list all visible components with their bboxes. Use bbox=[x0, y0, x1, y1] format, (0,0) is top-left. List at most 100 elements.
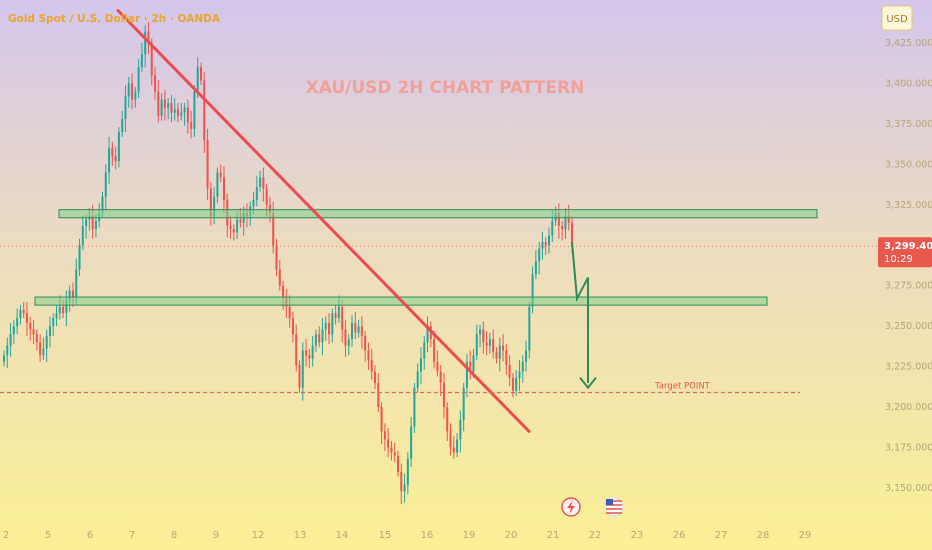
candle bbox=[219, 164, 222, 183]
candle bbox=[406, 452, 409, 495]
candle bbox=[176, 102, 180, 123]
candle-body bbox=[419, 358, 422, 372]
candle-body bbox=[42, 348, 45, 356]
candle-body bbox=[357, 326, 360, 333]
candle-body bbox=[167, 102, 170, 108]
x-tick-label: 13 bbox=[294, 530, 307, 541]
candle bbox=[498, 337, 501, 372]
candle-body bbox=[252, 199, 255, 207]
candle bbox=[170, 94, 173, 123]
candle bbox=[485, 331, 488, 356]
candle bbox=[318, 326, 321, 348]
candle-body bbox=[436, 361, 439, 372]
us-flag-icon[interactable] bbox=[604, 497, 624, 517]
candle-body bbox=[186, 107, 189, 123]
symbol-label: Gold Spot / U.S. Dollar · 2h · OANDA bbox=[8, 13, 221, 25]
candle-body bbox=[91, 216, 94, 230]
candle-body bbox=[163, 99, 166, 108]
candle-body bbox=[479, 329, 482, 335]
candle bbox=[396, 450, 400, 477]
candle bbox=[35, 329, 38, 351]
candle-body bbox=[373, 371, 377, 383]
candle-body bbox=[390, 447, 393, 453]
candle-body bbox=[75, 269, 78, 298]
current-price-value: 3,299.405 bbox=[884, 241, 932, 252]
y-tick-label: 3,150.000 bbox=[885, 483, 932, 494]
candle-body bbox=[144, 31, 147, 55]
x-tick-label: 12 bbox=[252, 530, 265, 541]
candle bbox=[419, 347, 422, 385]
candle-body bbox=[193, 91, 196, 129]
candle-body bbox=[137, 67, 140, 92]
candle-body bbox=[502, 345, 505, 351]
candle-body bbox=[449, 431, 452, 448]
projection-path[interactable] bbox=[571, 242, 589, 383]
candle-body bbox=[557, 212, 560, 226]
candle-body bbox=[35, 334, 38, 343]
candle bbox=[12, 319, 15, 344]
x-tick-label: 19 bbox=[463, 530, 476, 541]
candle bbox=[262, 167, 265, 202]
candle-body bbox=[265, 188, 268, 205]
candle-body bbox=[134, 91, 137, 100]
candle bbox=[442, 373, 445, 419]
candle-body bbox=[469, 361, 472, 372]
candle-body bbox=[305, 350, 308, 356]
candle-body bbox=[505, 350, 508, 366]
candle-body bbox=[170, 102, 173, 113]
candle-body bbox=[331, 313, 334, 335]
candle bbox=[259, 170, 262, 192]
x-tick-label: 20 bbox=[505, 530, 518, 541]
candle bbox=[324, 316, 327, 341]
candle-body bbox=[321, 329, 324, 343]
candle bbox=[29, 316, 32, 341]
candle bbox=[547, 227, 551, 254]
candle-body bbox=[275, 245, 278, 270]
candle-body bbox=[111, 148, 114, 157]
candle bbox=[147, 21, 150, 55]
candle-body bbox=[45, 335, 48, 349]
candle bbox=[341, 300, 344, 343]
candle bbox=[121, 110, 124, 137]
candle-body bbox=[25, 313, 29, 323]
candle bbox=[528, 301, 531, 359]
candle-body bbox=[452, 447, 455, 453]
candle-body bbox=[324, 322, 327, 330]
candle bbox=[479, 324, 482, 348]
candle bbox=[413, 382, 416, 433]
candle bbox=[360, 316, 363, 349]
candle bbox=[255, 175, 258, 207]
candle bbox=[465, 353, 468, 398]
candle-body bbox=[108, 148, 111, 173]
resistance-zone[interactable] bbox=[58, 209, 818, 219]
candle bbox=[502, 334, 505, 362]
candle bbox=[518, 360, 521, 391]
currency-button[interactable]: USD bbox=[881, 5, 913, 31]
candle bbox=[209, 182, 212, 226]
candle bbox=[511, 373, 514, 398]
candle bbox=[446, 402, 449, 442]
current-price-tag: 3,299.405 10:29 bbox=[878, 237, 932, 268]
countdown-value: 10:29 bbox=[884, 254, 913, 265]
candle-body bbox=[459, 420, 462, 440]
candle bbox=[410, 416, 413, 467]
candle-body bbox=[157, 91, 160, 116]
y-tick-label: 3,400.000 bbox=[885, 78, 932, 89]
candle bbox=[154, 67, 157, 100]
candle-body bbox=[22, 310, 25, 314]
candle-body bbox=[367, 350, 370, 361]
candle-body bbox=[19, 310, 22, 319]
candle bbox=[370, 348, 373, 380]
candle-body bbox=[400, 471, 403, 492]
candle bbox=[439, 365, 442, 396]
candle bbox=[380, 402, 383, 445]
candle bbox=[127, 76, 130, 108]
candle-body bbox=[462, 387, 465, 421]
flash-icon[interactable] bbox=[561, 497, 581, 517]
chart-title: XAU/USD 2H CHART PATTERN bbox=[306, 78, 585, 98]
candle bbox=[525, 340, 528, 372]
descending-trendline[interactable] bbox=[116, 9, 531, 433]
candle-body bbox=[377, 382, 380, 408]
candle bbox=[199, 62, 203, 86]
